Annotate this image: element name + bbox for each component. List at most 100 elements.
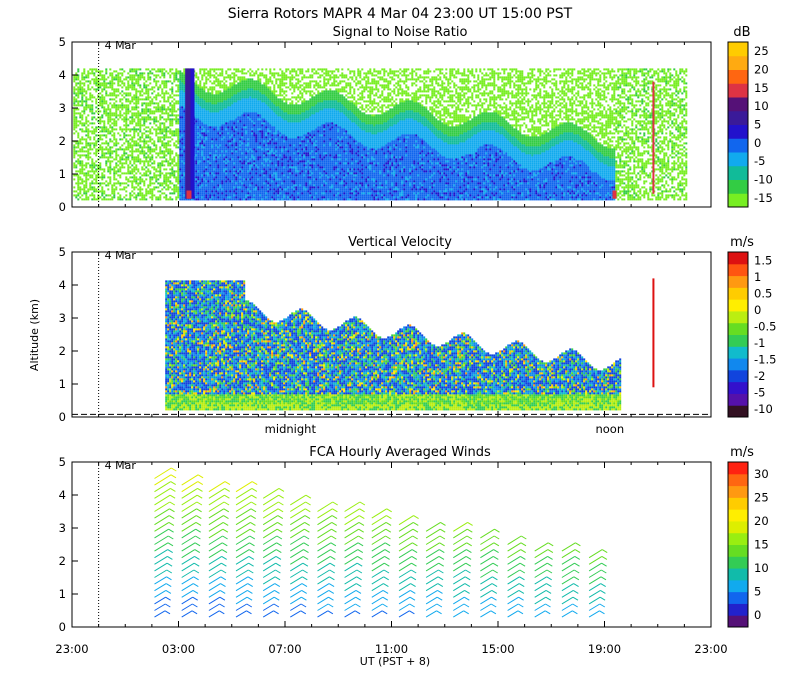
snr-cell: [173, 174, 176, 177]
snr-cell: [273, 190, 276, 193]
snr-cell: [89, 148, 92, 151]
snr-cell: [157, 126, 160, 129]
snr-cell: [161, 110, 164, 113]
snr-cell: [131, 168, 134, 171]
snr-cell: [101, 182, 104, 185]
snr-cell: [155, 168, 158, 171]
snr-cell: [201, 108, 204, 111]
snr-cell: [83, 78, 86, 81]
snr-cell: [115, 104, 118, 107]
snr-cell: [197, 92, 200, 95]
snr-cell: [145, 104, 148, 107]
snr-cell: [267, 112, 270, 115]
snr-cell: [113, 92, 116, 95]
snr-cell: [263, 156, 266, 159]
snr-cell: [273, 162, 276, 165]
snr-cell: [251, 128, 254, 131]
snr-cell: [77, 174, 80, 177]
snr-cell: [253, 190, 256, 193]
snr-cell: [145, 98, 148, 101]
snr-cell: [73, 166, 76, 169]
snr-cell: [237, 166, 240, 169]
snr-cell: [231, 72, 234, 75]
snr-cell: [127, 178, 130, 181]
snr-cell: [265, 158, 268, 161]
snr-cell: [249, 150, 252, 153]
snr-cell: [113, 94, 116, 97]
snr-cell: [85, 176, 88, 179]
snr-cell: [221, 136, 224, 139]
snr-cell: [229, 132, 232, 135]
snr-cell: [239, 106, 242, 109]
snr-cell: [231, 126, 234, 129]
snr-cell: [177, 192, 180, 195]
snr-cell: [225, 180, 228, 183]
snr-cell: [235, 146, 238, 149]
snr-cell: [111, 92, 114, 95]
snr-cell: [73, 108, 76, 111]
snr-cell: [267, 116, 270, 119]
snr-cell: [123, 112, 126, 115]
snr-cell: [147, 156, 150, 159]
snr-cell: [247, 186, 250, 189]
snr-cell: [255, 150, 258, 153]
snr-cell: [81, 150, 84, 153]
snr-cell: [131, 80, 134, 83]
snr-cell: [155, 144, 158, 147]
snr-cell: [145, 130, 148, 133]
snr-cell: [179, 118, 182, 121]
snr-cell: [155, 128, 158, 131]
snr-cell: [137, 124, 140, 127]
snr-cell: [105, 160, 108, 163]
snr-cell: [233, 156, 236, 159]
snr-cell: [253, 146, 256, 149]
snr-cell: [265, 168, 268, 171]
snr-cell: [265, 192, 268, 195]
snr-cell: [135, 196, 138, 199]
snr-cell: [179, 178, 182, 181]
snr-cell: [165, 86, 168, 89]
snr-cell: [75, 92, 78, 95]
snr-cell: [155, 70, 158, 73]
snr-cell: [245, 180, 248, 183]
snr-cell: [203, 168, 206, 171]
snr-cell: [241, 176, 244, 179]
snr-cell: [87, 106, 90, 109]
snr-cell: [175, 120, 178, 123]
snr-cell: [267, 98, 270, 101]
snr-cell: [205, 118, 208, 121]
snr-cell: [129, 160, 132, 163]
snr-cell: [99, 196, 102, 199]
snr-cell: [273, 76, 276, 79]
snr-cell: [227, 180, 230, 183]
snr-cell: [205, 104, 208, 107]
snr-cell: [201, 90, 204, 93]
snr-cell: [139, 182, 142, 185]
snr-cell: [77, 158, 80, 161]
snr-cell: [135, 166, 138, 169]
snr-cell: [207, 96, 210, 99]
snr-cell: [133, 136, 136, 139]
figure-title: Sierra Rotors MAPR 4 Mar 04 23:00 UT 15:…: [228, 6, 573, 22]
snr-cell: [103, 110, 106, 113]
snr-cell: [271, 164, 274, 167]
snr-cell: [221, 126, 224, 129]
snr-cell: [135, 82, 138, 85]
snr-cell: [225, 134, 228, 137]
snr-cell: [217, 110, 220, 113]
snr-cell: [209, 172, 212, 175]
snr-cell: [209, 76, 212, 79]
snr-cell: [139, 90, 142, 93]
snr-cell: [205, 188, 208, 191]
snr-cell: [75, 124, 78, 127]
snr-cell: [273, 158, 276, 161]
snr-cell: [177, 166, 180, 169]
snr-cell: [241, 164, 244, 167]
snr-cell: [107, 170, 110, 173]
snr-cell: [205, 168, 208, 171]
snr-cell: [213, 82, 216, 85]
snr-cell: [231, 198, 234, 201]
snr-cell: [95, 160, 98, 163]
snr-cell: [273, 196, 276, 199]
snr-cell: [253, 176, 256, 179]
